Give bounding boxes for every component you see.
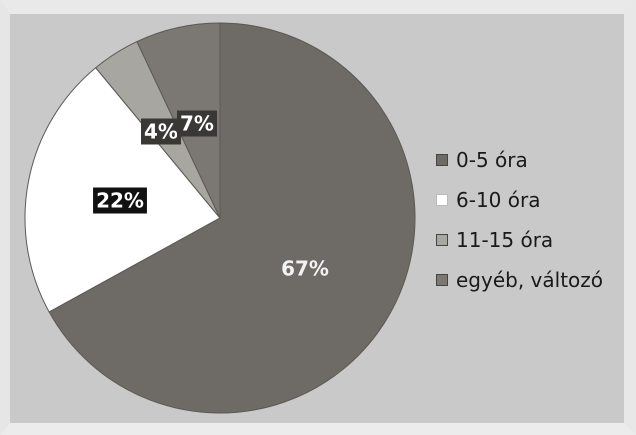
legend-swatch-6-10-ora xyxy=(436,194,448,206)
legend-label-0-5-ora: 0-5 óra xyxy=(456,148,528,172)
svg-text:4%: 4% xyxy=(144,120,178,144)
slice-label-6-10-ora: 22% xyxy=(93,188,147,214)
slice-label-11-15-ora: 4% xyxy=(141,119,181,145)
legend-item-0-5-ora: 0-5 óra xyxy=(436,140,603,180)
legend-label-11-15-ora: 11-15 óra xyxy=(456,228,553,252)
legend-label-6-10-ora: 6-10 óra xyxy=(456,188,540,212)
svg-text:67%: 67% xyxy=(281,257,329,281)
slice-label-0-5-ora: 67% xyxy=(281,257,329,281)
legend-item-egyeb-valtozo: egyéb, változó xyxy=(436,260,603,300)
svg-text:7%: 7% xyxy=(180,112,214,136)
legend-item-11-15-ora: 11-15 óra xyxy=(436,220,603,260)
legend-label-egyeb-valtozo: egyéb, változó xyxy=(456,268,603,292)
legend-swatch-11-15-ora xyxy=(436,234,448,246)
legend-swatch-0-5-ora xyxy=(436,154,448,166)
legend-swatch-egyeb-valtozo xyxy=(436,274,448,286)
slice-label-egyeb-valtozo: 7% xyxy=(177,111,217,137)
svg-text:22%: 22% xyxy=(96,189,144,213)
legend-item-6-10-ora: 6-10 óra xyxy=(436,180,603,220)
legend: 0-5 óra 6-10 óra 11-15 óra egyéb, változ… xyxy=(436,140,603,300)
